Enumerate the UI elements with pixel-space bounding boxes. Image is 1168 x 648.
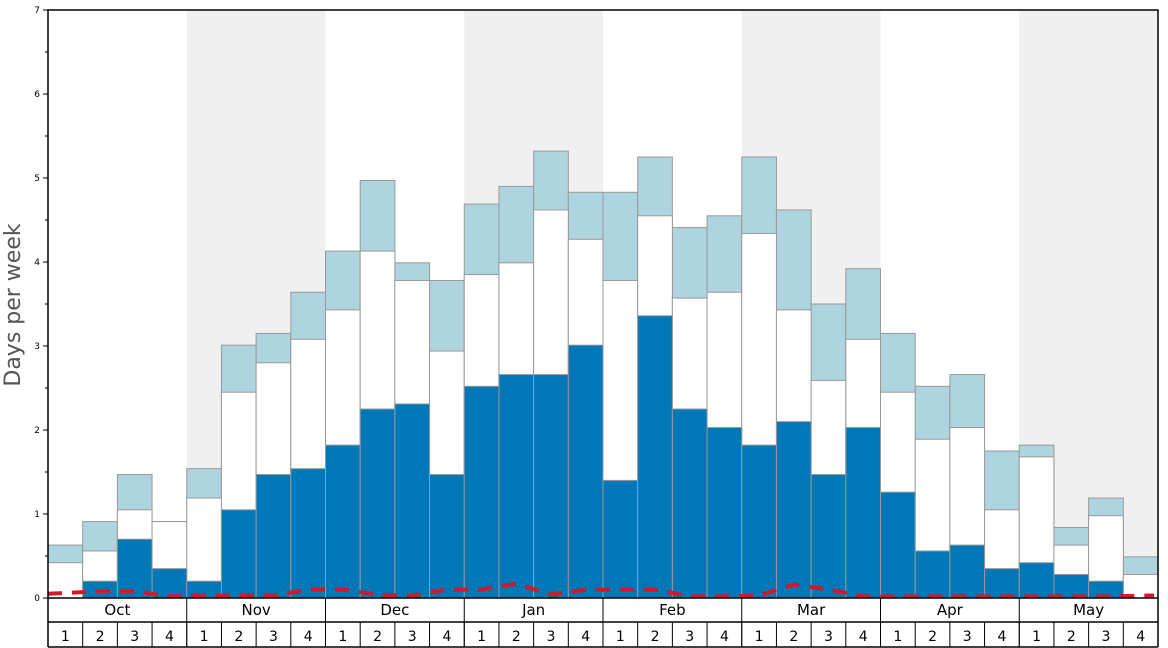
bar-dark-7 [290,468,326,599]
week-label-6: 3 [269,629,278,645]
bar-dark-15 [567,344,604,599]
month-label-feb: Feb [659,601,686,619]
y-axis-label: Days per week [1,223,26,386]
week-label-24: 1 [893,629,902,645]
month-label-dec: Dec [380,601,409,619]
bar-dark-8 [325,444,361,599]
bar-dark-28 [1018,562,1055,599]
bar-dark-6 [255,474,292,599]
y-tick-label-0: 0 [34,594,40,604]
week-label-8: 1 [338,629,347,645]
bar-dark-19 [706,426,743,599]
week-label-16: 1 [616,629,625,645]
week-label-30: 3 [1102,629,1111,645]
week-label-23: 4 [859,629,868,645]
week-label-27: 4 [997,629,1006,645]
month-label-may: May [1073,601,1104,619]
week-label-15: 4 [581,629,590,645]
dashed-line-series [47,581,1155,599]
bar-dark-25 [914,550,951,599]
week-label-9: 2 [373,629,382,645]
week-label-11: 4 [442,629,451,645]
week-label-31: 4 [1136,629,1145,645]
week-label-5: 2 [234,629,243,645]
bar-dark-5 [220,509,257,599]
y-tick-label-3: 3 [34,342,40,352]
month-label-jan: Jan [521,601,545,619]
bar-dark-2 [116,538,153,599]
week-label-2: 3 [130,629,139,645]
week-label-26: 3 [963,629,972,645]
bars [47,150,1159,599]
month-label-mar: Mar [797,601,826,619]
week-label-0: 1 [61,629,70,645]
y-tick-label-2: 2 [34,426,40,436]
bar-dark-11 [429,474,465,599]
bar-dark-14 [533,374,569,599]
bar-dark-12 [463,385,500,599]
month-label-nov: Nov [241,601,270,619]
week-label-7: 4 [304,629,313,645]
bar-dark-27 [984,568,1020,599]
bar-dark-23 [845,426,881,599]
bar-dark-9 [359,408,396,599]
bar-dark-21 [775,421,812,599]
week-label-3: 4 [165,629,174,645]
week-label-19: 4 [720,629,729,645]
week-label-28: 1 [1032,629,1041,645]
week-label-25: 2 [928,629,937,645]
y-tick-label-1: 1 [34,510,40,520]
week-label-20: 1 [755,629,764,645]
dashed-line [47,581,1155,599]
y-tick-label-6: 6 [34,90,40,100]
week-label-1: 2 [96,629,105,645]
bar-dark-18 [671,408,708,599]
week-label-21: 2 [789,629,798,645]
bar-dark-16 [602,479,639,599]
week-label-13: 2 [512,629,521,645]
week-label-22: 3 [824,629,833,645]
week-label-10: 3 [408,629,417,645]
bar-dark-26 [949,544,986,599]
week-label-17: 2 [651,629,660,645]
y-tick-label-4: 4 [34,258,40,268]
week-label-29: 2 [1067,629,1076,645]
y-tick-label-5: 5 [34,174,40,184]
y-tick-label-7: 7 [34,6,40,16]
bar-dark-20 [741,444,777,599]
labels: 0 1 2 3 4 5 6 7 Oct Nov Dec Jan Feb Mar Apr May 1 2 3 4 1 2 3 4… [34,6,1145,645]
month-label-oct: Oct [104,601,130,619]
axes [43,9,1159,648]
bar-dark-17 [637,315,673,599]
bar-dark-13 [498,374,535,599]
week-label-14: 3 [547,629,556,645]
week-label-12: 1 [477,629,486,645]
week-label-4: 1 [200,629,209,645]
month-label-apr: Apr [937,601,964,619]
bar-dark-24 [880,491,916,599]
bar-dark-22 [810,474,847,599]
bar-dark-10 [394,403,431,599]
week-label-18: 3 [685,629,694,645]
